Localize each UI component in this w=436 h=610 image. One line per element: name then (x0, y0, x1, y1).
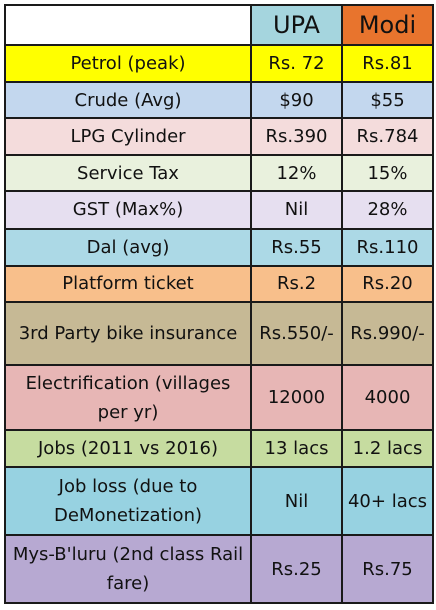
upa-value: $90 (250, 81, 343, 120)
upa-value: 12000 (250, 364, 343, 432)
table-row: Petrol (peak) Rs. 72 Rs.81 (4, 43, 434, 84)
upa-value: Nil (250, 190, 343, 230)
upa-value: Rs.2 (250, 264, 343, 303)
row-label: Crude (Avg) (4, 81, 252, 120)
modi-value: Rs.81 (341, 43, 434, 84)
table-row: Service Tax 12% 15% (4, 154, 434, 193)
modi-value: Rs.20 (341, 264, 434, 303)
row-label: Mys-B'luru (2nd class Rail fare) (4, 534, 252, 604)
modi-value: Rs.75 (341, 534, 434, 604)
table-row: LPG Cylinder Rs.390 Rs.784 (4, 117, 434, 157)
modi-value: 4000 (341, 364, 434, 432)
modi-value: 40+ lacs (341, 466, 434, 537)
modi-value: Rs.110 (341, 227, 434, 267)
row-label: LPG Cylinder (4, 117, 252, 157)
row-label: Service Tax (4, 154, 252, 193)
header-blank-cell (4, 4, 252, 46)
header-modi: Modi (341, 4, 434, 46)
upa-value: Rs.550/- (250, 300, 343, 367)
row-label: 3rd Party bike insurance (4, 300, 252, 367)
header-row: UPA Modi (4, 4, 434, 46)
modi-value: Rs.784 (341, 117, 434, 157)
row-label: Electrification (villages per yr) (4, 364, 252, 432)
row-label: Platform ticket (4, 264, 252, 303)
table-row: Jobs (2011 vs 2016) 13 lacs 1.2 lacs (4, 429, 434, 469)
modi-value: 15% (341, 154, 434, 193)
row-label: Dal (avg) (4, 227, 252, 267)
modi-value: 28% (341, 190, 434, 230)
table-row: 3rd Party bike insurance Rs.550/- Rs.990… (4, 300, 434, 367)
upa-value: 12% (250, 154, 343, 193)
table-row: Dal (avg) Rs.55 Rs.110 (4, 227, 434, 267)
upa-value: 13 lacs (250, 429, 343, 469)
upa-value: Rs.25 (250, 534, 343, 604)
table-row: Job loss (due to DeMonetization) Nil 40+… (4, 466, 434, 537)
modi-value: $55 (341, 81, 434, 120)
modi-value: 1.2 lacs (341, 429, 434, 469)
table-row: Mys-B'luru (2nd class Rail fare) Rs.25 R… (4, 534, 434, 604)
table-row: GST (Max%) Nil 28% (4, 190, 434, 230)
table-row: Electrification (villages per yr) 12000 … (4, 364, 434, 432)
upa-value: Rs.390 (250, 117, 343, 157)
upa-value: Rs.55 (250, 227, 343, 267)
table-row: Crude (Avg) $90 $55 (4, 81, 434, 120)
comparison-table: UPA Modi Petrol (peak) Rs. 72 Rs.81 Crud… (4, 4, 434, 604)
upa-value: Rs. 72 (250, 43, 343, 84)
row-label: GST (Max%) (4, 190, 252, 230)
upa-value: Nil (250, 466, 343, 537)
row-label: Jobs (2011 vs 2016) (4, 429, 252, 469)
row-label: Job loss (due to DeMonetization) (4, 466, 252, 537)
row-label: Petrol (peak) (4, 43, 252, 84)
modi-value: Rs.990/- (341, 300, 434, 367)
table-row: Platform ticket Rs.2 Rs.20 (4, 264, 434, 303)
header-upa: UPA (250, 4, 343, 46)
